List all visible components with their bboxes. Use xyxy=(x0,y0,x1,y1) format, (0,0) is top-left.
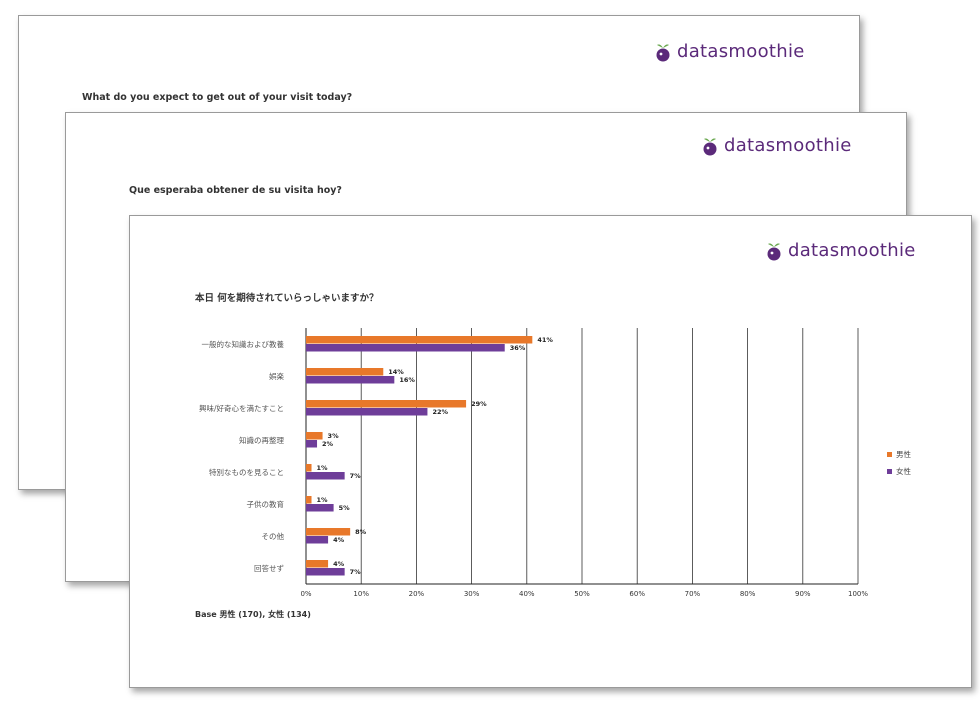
berry-logo-icon xyxy=(656,43,670,61)
category-label: 知識の再整理 xyxy=(239,435,284,445)
brand-name: datasmoothie xyxy=(788,240,916,261)
data-label: 29% xyxy=(471,400,487,408)
base-note: Base 男性 (170), 女性 (134) xyxy=(195,610,311,619)
brand-logo: datasmoothie xyxy=(766,240,916,261)
category-label: 娯楽 xyxy=(269,371,284,381)
data-label: 7% xyxy=(350,568,362,576)
data-label: 1% xyxy=(317,496,329,504)
legend-swatch-female xyxy=(887,469,892,474)
category-label: 特別なものを見ること xyxy=(209,467,284,477)
berry-logo-icon xyxy=(767,242,781,260)
brand-logo: datasmoothie xyxy=(702,135,852,156)
brand-name: datasmoothie xyxy=(724,135,852,156)
bar-male xyxy=(306,560,329,568)
x-tick-label: 40% xyxy=(519,590,535,598)
bar-female xyxy=(306,408,428,416)
bar-female xyxy=(306,440,318,448)
data-label: 41% xyxy=(537,336,553,344)
x-tick-label: 80% xyxy=(740,590,756,598)
bar-male xyxy=(306,464,312,472)
data-label: 7% xyxy=(350,472,362,480)
legend-item-female: 女性 xyxy=(887,466,911,477)
bar-male xyxy=(306,496,312,504)
x-tick-label: 70% xyxy=(685,590,701,598)
legend-item-male: 男性 xyxy=(887,449,911,460)
category-label: 子供の教育 xyxy=(247,499,285,509)
x-tick-label: 20% xyxy=(409,590,425,598)
x-tick-label: 10% xyxy=(353,590,369,598)
category-label: その他 xyxy=(262,531,285,541)
category-label: 回答せず xyxy=(254,563,284,573)
bar-female xyxy=(306,376,395,384)
x-tick-label: 0% xyxy=(300,590,311,598)
x-tick-label: 60% xyxy=(629,590,645,598)
berry-logo-icon xyxy=(703,137,717,155)
brand-name: datasmoothie xyxy=(677,41,805,62)
bar-male xyxy=(306,528,351,536)
legend-label-female: 女性 xyxy=(896,467,911,476)
x-tick-label: 100% xyxy=(848,590,868,598)
x-tick-label: 90% xyxy=(795,590,811,598)
x-tick-label: 50% xyxy=(574,590,590,598)
bar-female xyxy=(306,472,345,480)
slide-japanese[interactable]: datasmoothie 本日 何を期待されていらっしゃいますか？ 0% 10% 2… xyxy=(129,215,972,688)
bar-male xyxy=(306,336,533,344)
data-label: 36% xyxy=(510,344,526,352)
legend-swatch-male xyxy=(887,452,892,457)
chart-legend: 男性 女性 xyxy=(887,449,911,483)
data-label: 16% xyxy=(399,376,415,384)
legend-label-male: 男性 xyxy=(896,450,911,459)
data-label: 3% xyxy=(328,432,340,440)
bar-chart: 0% 10% 20% 30% 40% 50% 60% 70% 80% 90% 100% 一般的な知識お… xyxy=(199,328,868,598)
data-label: 2% xyxy=(322,440,334,448)
bar-male xyxy=(306,432,323,440)
question-title: 本日 何を期待されていらっしゃいますか？ xyxy=(195,293,379,304)
data-label: 8% xyxy=(355,528,367,536)
data-label: 4% xyxy=(333,536,345,544)
data-label: 5% xyxy=(339,504,351,512)
category-label: 興味/好奇心を満たすこと xyxy=(199,403,284,413)
bar-male xyxy=(306,400,467,408)
category-label: 一般的な知識および教養 xyxy=(202,339,285,349)
question-title: Que esperaba obtener de su visita hoy? xyxy=(129,185,342,196)
bar-female xyxy=(306,344,505,352)
bar-female xyxy=(306,504,334,512)
brand-logo: datasmoothie xyxy=(655,41,805,62)
x-tick-label: 30% xyxy=(464,590,480,598)
bar-female xyxy=(306,568,345,576)
bar-female xyxy=(306,536,329,544)
question-title: What do you expect to get out of your vi… xyxy=(82,92,353,103)
data-label: 1% xyxy=(317,464,329,472)
data-label: 22% xyxy=(432,408,448,416)
data-label: 14% xyxy=(388,368,404,376)
data-label: 4% xyxy=(333,560,345,568)
bar-male xyxy=(306,368,384,376)
